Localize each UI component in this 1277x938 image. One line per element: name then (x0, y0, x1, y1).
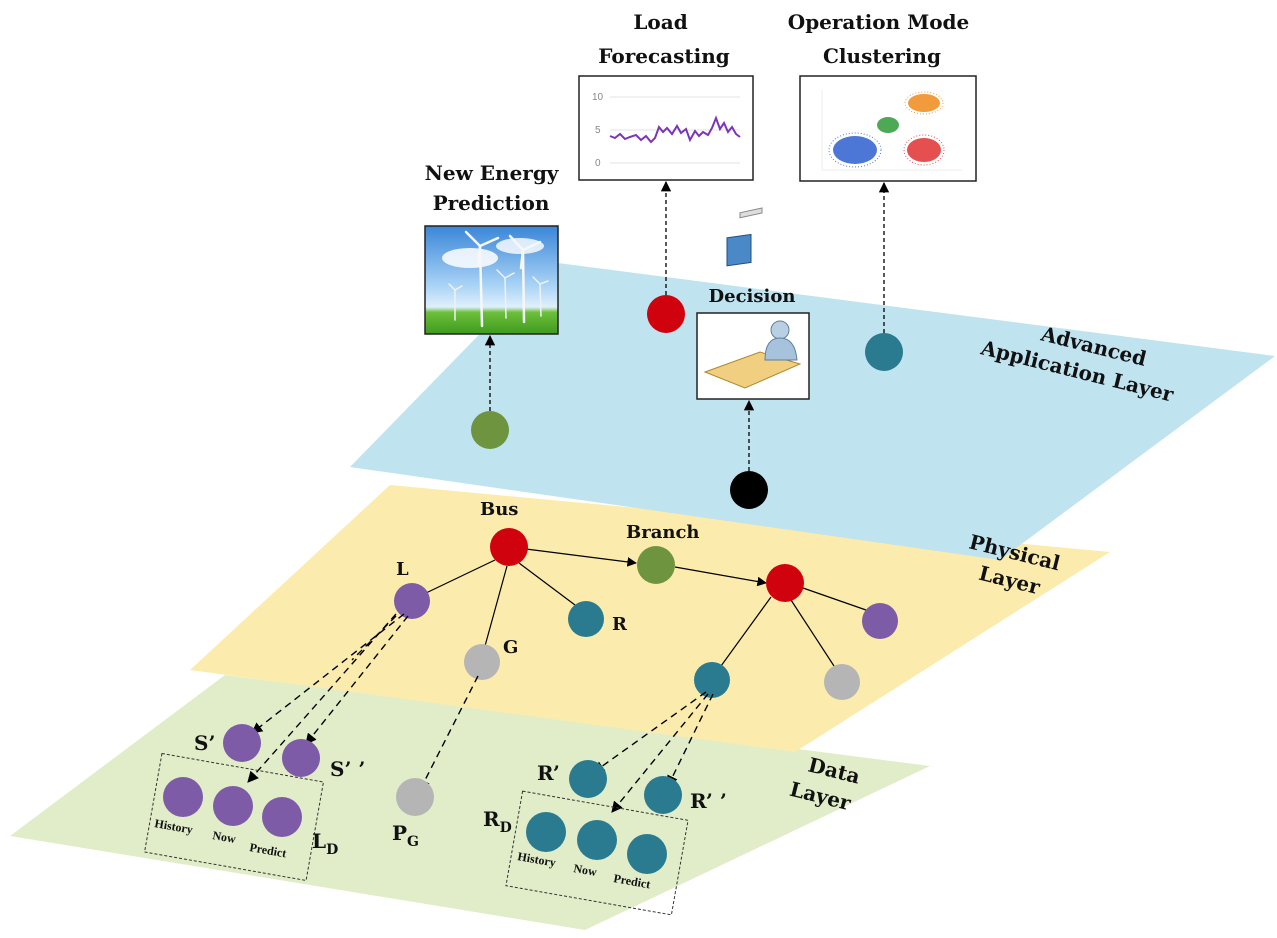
rd-group-box (505, 790, 689, 916)
g-label: G (503, 637, 518, 658)
load-forecasting-title: Load Forecasting (598, 10, 729, 68)
advanced-layer-plane (350, 262, 1275, 560)
node-s2 (282, 739, 320, 777)
new-energy-title: New Energy Prediction (425, 161, 566, 215)
node-pg (396, 778, 434, 816)
rd-history-label: History (516, 849, 557, 870)
node-ld-history (163, 777, 203, 817)
node-ld-predict (262, 797, 302, 837)
proj-l-ld (247, 613, 397, 783)
physical-layer-plane (190, 485, 1110, 752)
ld-predict-label: Predict (248, 840, 287, 860)
node-bus (490, 528, 528, 566)
node-rd-now (577, 820, 617, 860)
node-gray-2 (824, 664, 860, 700)
node-rd-predict (627, 834, 667, 874)
edge-bus-branch (525, 548, 637, 567)
svg-text:5: 5 (595, 125, 601, 136)
edge-bus2-gray (790, 599, 835, 667)
ld-history-label: History (153, 816, 194, 837)
bus-label: Bus (480, 499, 518, 520)
clustering-chart (799, 75, 977, 182)
rd-label: RD (483, 807, 512, 836)
proj-teal-r1 (593, 691, 707, 773)
s2-label: S’ ’ (330, 757, 365, 781)
node-load-forecasting (647, 295, 685, 333)
node-s1 (223, 724, 261, 762)
node-g (464, 644, 500, 680)
node-r2 (644, 776, 682, 814)
r2-label: R’ ’ (690, 789, 727, 813)
r-label: R (612, 614, 628, 635)
proj-g-pg (419, 675, 479, 791)
node-bus-2 (766, 564, 804, 602)
proj-teal-r2 (667, 693, 714, 788)
node-new-energy (471, 411, 509, 449)
decision-maker-icon (696, 207, 810, 400)
node-clustering (865, 333, 903, 371)
svg-text:10: 10 (592, 92, 604, 103)
node-branch (637, 546, 675, 584)
wind-turbine-image (424, 225, 559, 335)
node-r (568, 601, 604, 637)
edge-bus2-purple (802, 587, 867, 611)
branch-label: Branch (626, 522, 700, 543)
load-forecast-chart: 10 5 0 (578, 75, 754, 181)
pg-label: PG (392, 821, 419, 850)
decision-title: Decision (709, 286, 796, 307)
node-teal-2 (694, 662, 730, 698)
node-ld-now (213, 786, 253, 826)
proj-teal-rd (611, 693, 709, 813)
clustering-title: Operation Mode Clustering (788, 10, 976, 68)
s1-label: S’ (194, 731, 215, 755)
edge-bus2-teal (720, 596, 772, 667)
l-label: L (396, 559, 409, 580)
edge-bus-r (518, 562, 576, 606)
r1-label: R’ (537, 761, 560, 785)
ld-now-label: Now (211, 828, 237, 846)
node-rd-history (526, 812, 566, 852)
svg-text:0: 0 (595, 158, 601, 169)
ld-label: LD (312, 829, 338, 858)
rd-now-label: Now (572, 861, 598, 879)
proj-l-s1 (251, 613, 405, 734)
node-decision (730, 471, 768, 509)
edge-bus-g (484, 565, 508, 647)
edge-bus-l (425, 559, 496, 594)
node-load (394, 583, 430, 619)
edge-branch-bus2 (674, 566, 767, 587)
rd-predict-label: Predict (612, 871, 651, 891)
node-r1 (569, 760, 607, 798)
node-purple-2 (862, 603, 898, 639)
proj-l-s2 (305, 615, 409, 745)
ld-group-box (143, 752, 325, 882)
proj-l-up (351, 615, 397, 661)
